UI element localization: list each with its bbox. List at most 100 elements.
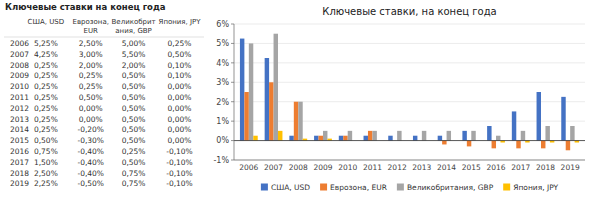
- y-tick: [231, 160, 234, 161]
- table-year: 2012: [10, 104, 29, 113]
- table-cell: 0,50%: [168, 50, 192, 59]
- y-tick-label: 5%: [216, 39, 229, 48]
- bar: [541, 141, 545, 149]
- bar: [368, 131, 372, 141]
- bar: [467, 141, 471, 147]
- x-tick-label: 2019: [561, 163, 580, 172]
- bar: [570, 126, 574, 141]
- x-tick-label: 2012: [388, 163, 407, 172]
- table-cell: -0,40%: [77, 169, 104, 178]
- table-cell: 0,50%: [122, 115, 146, 124]
- table-cell: 0,25%: [34, 82, 58, 91]
- bar: [314, 136, 318, 141]
- legend-item: США, USD: [261, 183, 310, 192]
- table-cell: 0,25%: [34, 115, 58, 124]
- y-tick-label: 1%: [216, 117, 229, 126]
- table-cell: 0,00%: [168, 115, 192, 124]
- bar: [566, 141, 570, 151]
- table-cell: 0,00%: [79, 104, 103, 113]
- table-cell: -0,10%: [166, 179, 193, 188]
- x-tick-label: 2018: [536, 163, 555, 172]
- table-cell: 0,50%: [122, 158, 146, 167]
- y-tick-label: -1%: [213, 156, 229, 165]
- table-cell: 2,25%: [34, 179, 58, 188]
- table-header: США, USD: [28, 18, 65, 26]
- x-tick-label: 2015: [462, 163, 481, 172]
- grid-line: [234, 24, 585, 25]
- x-tick-label: 2013: [412, 163, 431, 172]
- table-cell: 0,25%: [34, 71, 58, 80]
- grid-line: [234, 160, 585, 161]
- bar: [372, 131, 376, 141]
- table-cell: 0,50%: [122, 125, 146, 134]
- x-tick-label: 2010: [338, 163, 357, 172]
- bar: [516, 141, 520, 149]
- y-tick: [231, 24, 234, 25]
- table-header-line: Великобрит: [112, 18, 156, 26]
- bar: [249, 43, 253, 140]
- table-cell: 2,50%: [34, 169, 58, 178]
- bars: [240, 34, 579, 151]
- grid-line: [234, 121, 585, 122]
- bar: [521, 131, 525, 141]
- table-year: 2006: [10, 39, 29, 48]
- y-tick: [231, 43, 234, 44]
- table-cell: 5,25%: [34, 39, 58, 48]
- bar: [537, 92, 541, 141]
- y-axis: [234, 24, 235, 160]
- legend-swatch: [503, 184, 510, 191]
- table-year: 2016: [10, 147, 29, 156]
- legend-label: Еврозона, EUR: [330, 183, 387, 192]
- table-cell: 0,25%: [79, 71, 103, 80]
- table-cell: 0,10%: [168, 71, 192, 80]
- table-year: 2015: [10, 136, 29, 145]
- table-year: 2017: [10, 158, 29, 167]
- legend-swatch: [397, 184, 404, 191]
- table-cell: 0,00%: [168, 125, 192, 134]
- bar: [487, 126, 491, 141]
- bar: [343, 136, 347, 141]
- table-header-line: EUR: [84, 27, 99, 35]
- table-cell: 4,25%: [34, 50, 58, 59]
- table-cell: 0,25%: [34, 104, 58, 113]
- table-cell: 0,00%: [168, 93, 192, 102]
- bar: [561, 97, 565, 141]
- table-cell: -0,20%: [77, 125, 104, 134]
- table-rule: [4, 37, 204, 38]
- x-tick-label: 2016: [486, 163, 505, 172]
- table: Ключевые ставки на конец годаСША, USDЕвр…: [4, 2, 204, 188]
- table-cell: 2,00%: [122, 61, 146, 70]
- y-tick: [231, 62, 234, 63]
- table-cell: 5,50%: [122, 50, 146, 59]
- bar: [274, 34, 278, 141]
- table-year: 2007: [10, 50, 29, 59]
- bar: [269, 82, 273, 140]
- table-cell: 0,00%: [168, 136, 192, 145]
- x-tick-label: 2008: [289, 163, 308, 172]
- bar: [462, 131, 466, 141]
- table-cell: 0,50%: [122, 136, 146, 145]
- table-cell: 0,25%: [122, 147, 146, 156]
- legend: США, USD Еврозона, EUR Великобритания, GBP…: [261, 183, 559, 192]
- bar: [348, 131, 352, 141]
- table-header-line: США, USD: [28, 18, 65, 26]
- legend-item: Еврозона, EUR: [320, 183, 387, 192]
- bar: [278, 131, 282, 141]
- table-cell: 0,00%: [168, 82, 192, 91]
- table-cell: -0,40%: [77, 147, 104, 156]
- y-tick: [231, 140, 234, 141]
- table-header: Еврозона,EUR: [73, 18, 109, 35]
- legend-swatch: [261, 184, 268, 191]
- table-year: 2019: [10, 179, 29, 188]
- table-cell: 0,25%: [34, 93, 58, 102]
- table-year: 2014: [10, 125, 29, 134]
- bar: [471, 131, 475, 141]
- x-tick-label: 2014: [437, 163, 456, 172]
- bar: [294, 102, 298, 141]
- table-year: 2018: [10, 169, 29, 178]
- legend-item: Великобритания, GBP: [397, 183, 494, 192]
- table-cell: 2,00%: [79, 61, 103, 70]
- table-cell: 0,00%: [79, 115, 103, 124]
- legend-label: Япония, JPY: [513, 183, 558, 192]
- x-tick-label: 2017: [511, 163, 530, 172]
